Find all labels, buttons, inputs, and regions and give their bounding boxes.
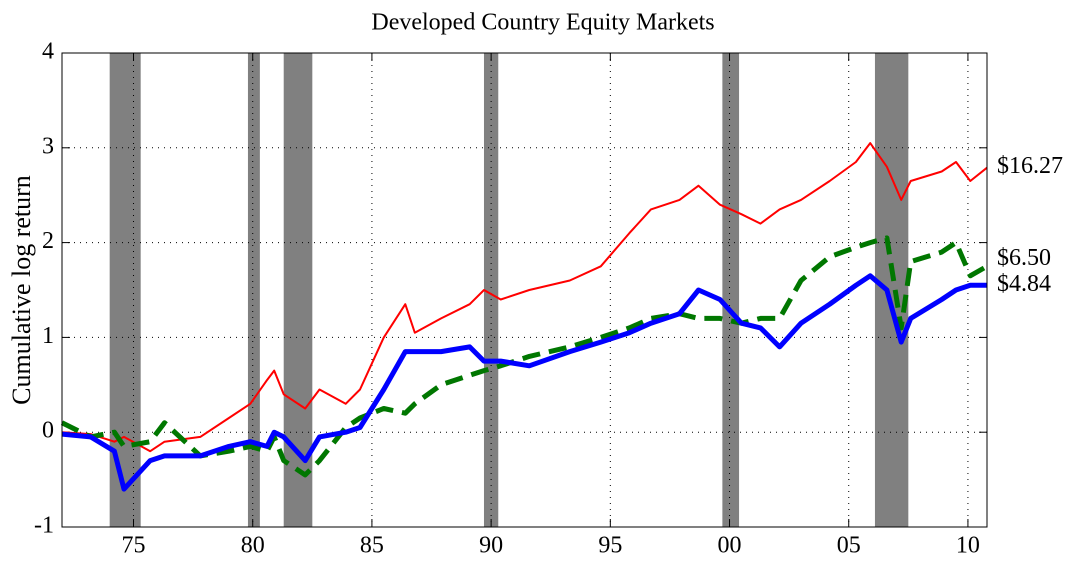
x-tick-label: 85: [360, 533, 384, 559]
y-tick-label: 3: [42, 133, 54, 159]
y-axis-label: Cumulative log return: [7, 175, 36, 405]
x-tick-label: 10: [956, 533, 980, 559]
x-tick-label: 90: [479, 533, 503, 559]
y-tick-label: 1: [42, 323, 54, 349]
series-line: [61, 142, 988, 453]
x-tick-label: 00: [718, 533, 742, 559]
end-label: $6.50: [997, 245, 1051, 271]
y-tick-label: 4: [42, 39, 54, 65]
recession-band: [483, 53, 499, 527]
recession-band: [283, 53, 313, 527]
y-tick-label: -1: [34, 513, 54, 539]
recession-band: [247, 53, 260, 527]
y-tick-label: 0: [42, 418, 54, 444]
recession-band: [109, 53, 141, 527]
series-line: [60, 235, 989, 478]
end-label: $16.27: [997, 153, 1063, 179]
recession-band: [874, 53, 909, 527]
x-tick-label: 75: [122, 533, 146, 559]
x-tick-label: 05: [837, 533, 861, 559]
recession-band: [722, 53, 740, 527]
axes-frame: [61, 52, 988, 528]
end-label: $4.84: [997, 271, 1051, 297]
x-tick-label: 95: [598, 533, 622, 559]
chart-title: Developed Country Equity Markets: [371, 10, 714, 36]
series-line: [61, 273, 987, 492]
x-tick-label: 80: [241, 533, 265, 559]
y-tick-label: 2: [42, 228, 54, 254]
